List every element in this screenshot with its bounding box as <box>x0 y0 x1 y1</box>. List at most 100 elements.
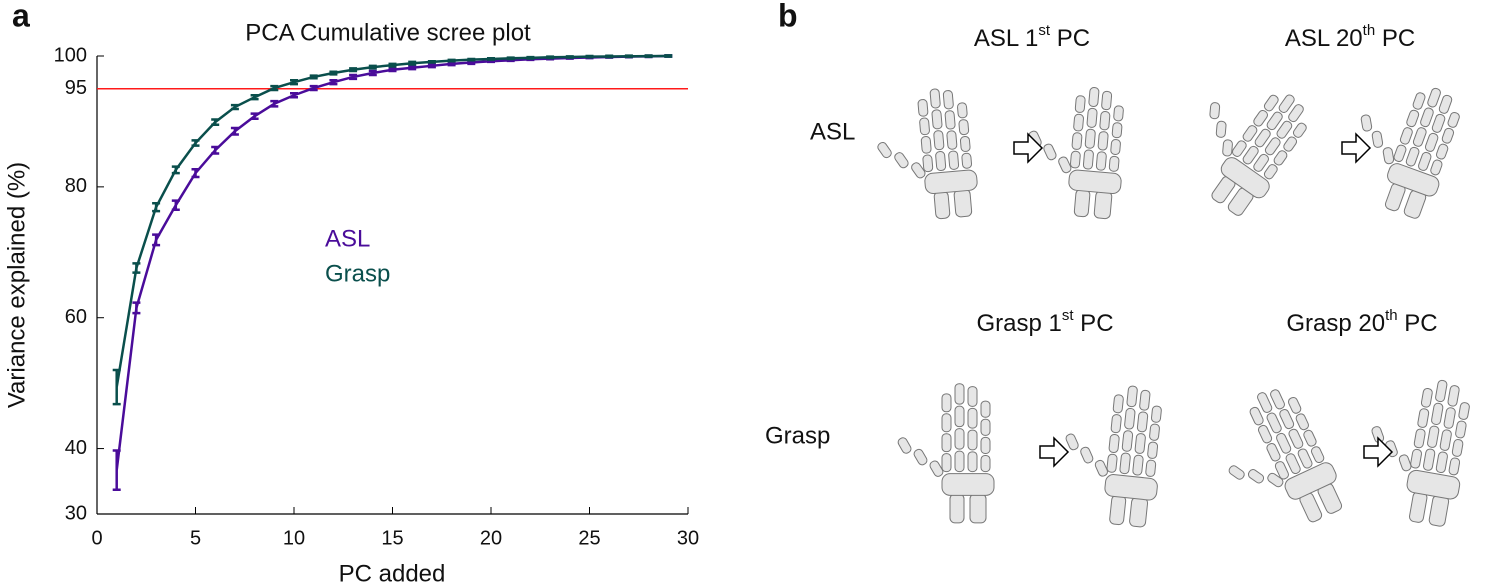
bone <box>1406 469 1461 500</box>
bone <box>961 152 973 169</box>
bone <box>1278 94 1295 113</box>
title-part: Grasp 1 <box>976 310 1061 337</box>
bone <box>1455 420 1467 439</box>
bone <box>929 460 944 477</box>
bone <box>1413 428 1426 449</box>
error-bar <box>152 201 161 213</box>
error-bar <box>211 145 220 155</box>
bone <box>1254 128 1271 148</box>
bone <box>1279 409 1295 430</box>
bone <box>1382 147 1395 165</box>
bone <box>1139 389 1151 411</box>
error-bar <box>368 69 377 77</box>
bone <box>1458 402 1470 420</box>
bone <box>1073 188 1091 218</box>
bone <box>967 451 978 473</box>
bone <box>1399 127 1413 145</box>
bone <box>1263 94 1279 112</box>
bone <box>929 88 941 109</box>
bone <box>1257 392 1273 413</box>
bone <box>1276 120 1293 139</box>
title-part: Grasp 20 <box>1286 310 1385 337</box>
bone <box>1422 448 1436 471</box>
error-bar <box>152 233 161 247</box>
bone <box>933 190 951 220</box>
bone <box>931 109 943 130</box>
bone <box>1209 102 1221 120</box>
bone <box>941 433 952 453</box>
bone <box>920 136 932 154</box>
error-bar <box>112 449 121 492</box>
bone <box>1108 433 1120 453</box>
error-bar <box>368 64 377 70</box>
bone <box>1111 122 1123 139</box>
bone <box>1288 428 1304 449</box>
error-bar <box>664 54 673 58</box>
bone <box>957 102 968 119</box>
panel-label: b <box>778 0 798 33</box>
bone <box>1420 387 1433 408</box>
bone <box>1435 451 1448 474</box>
x-tick-label: 5 <box>190 527 201 549</box>
bone <box>1283 136 1298 152</box>
x-tick-label: 30 <box>677 527 699 549</box>
bone <box>911 162 926 179</box>
bone <box>1435 143 1449 160</box>
bone <box>1119 452 1131 475</box>
error-bar <box>487 57 495 61</box>
bone <box>1249 406 1264 426</box>
bone <box>1082 149 1094 170</box>
bone <box>1405 146 1420 167</box>
error-bar <box>565 55 574 59</box>
bone <box>1069 150 1081 169</box>
title-part: PC <box>1050 25 1090 52</box>
bone <box>948 150 960 170</box>
image-title: ASL 20th PC <box>1285 22 1415 52</box>
hand-image <box>877 88 978 220</box>
bone <box>1242 145 1259 165</box>
bone <box>1410 448 1423 469</box>
bone <box>967 429 978 451</box>
bone <box>1310 446 1325 464</box>
y-axis-label: Variance explained (%) <box>3 162 30 408</box>
bone <box>1147 441 1159 459</box>
bone <box>1292 122 1307 138</box>
bone <box>1132 454 1144 476</box>
bone <box>1109 494 1127 526</box>
bone <box>941 413 952 433</box>
hand-image <box>1065 385 1162 528</box>
bone <box>1412 127 1427 147</box>
bone <box>1417 408 1430 428</box>
bone <box>1371 130 1384 148</box>
bone <box>1150 405 1162 423</box>
bone <box>1058 156 1072 174</box>
error-bar <box>230 126 239 136</box>
bone <box>1110 139 1121 155</box>
bone <box>1451 439 1464 457</box>
series-line <box>115 54 669 388</box>
y-tick-label: 80 <box>65 175 87 197</box>
error-bar <box>211 118 220 126</box>
error-bar <box>329 70 338 76</box>
bone <box>1253 153 1269 172</box>
bone <box>1409 491 1428 523</box>
y-tick-label: 40 <box>65 437 87 459</box>
bone <box>1273 150 1288 166</box>
arrow <box>1039 436 1070 468</box>
bone <box>1412 92 1426 110</box>
arrow <box>1013 132 1044 164</box>
bone <box>1297 448 1313 469</box>
bone <box>1086 107 1098 128</box>
bone <box>1443 407 1456 429</box>
bone <box>1095 151 1107 171</box>
bone <box>1441 127 1455 144</box>
bone <box>1110 414 1122 434</box>
bone <box>1428 494 1450 527</box>
error-bar <box>132 262 141 274</box>
bone <box>941 453 952 473</box>
error-bar <box>250 94 259 101</box>
bone <box>935 151 947 172</box>
chart-title: PCA Cumulative scree plot <box>245 19 531 46</box>
error-bar <box>349 67 358 73</box>
error-bar <box>191 167 200 179</box>
